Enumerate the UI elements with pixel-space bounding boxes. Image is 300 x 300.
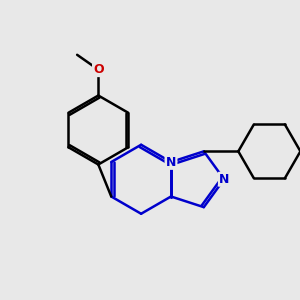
Text: N: N — [166, 155, 176, 169]
Text: O: O — [93, 63, 104, 76]
Text: N: N — [219, 173, 229, 186]
Text: N: N — [166, 155, 176, 169]
Text: N: N — [166, 155, 176, 169]
